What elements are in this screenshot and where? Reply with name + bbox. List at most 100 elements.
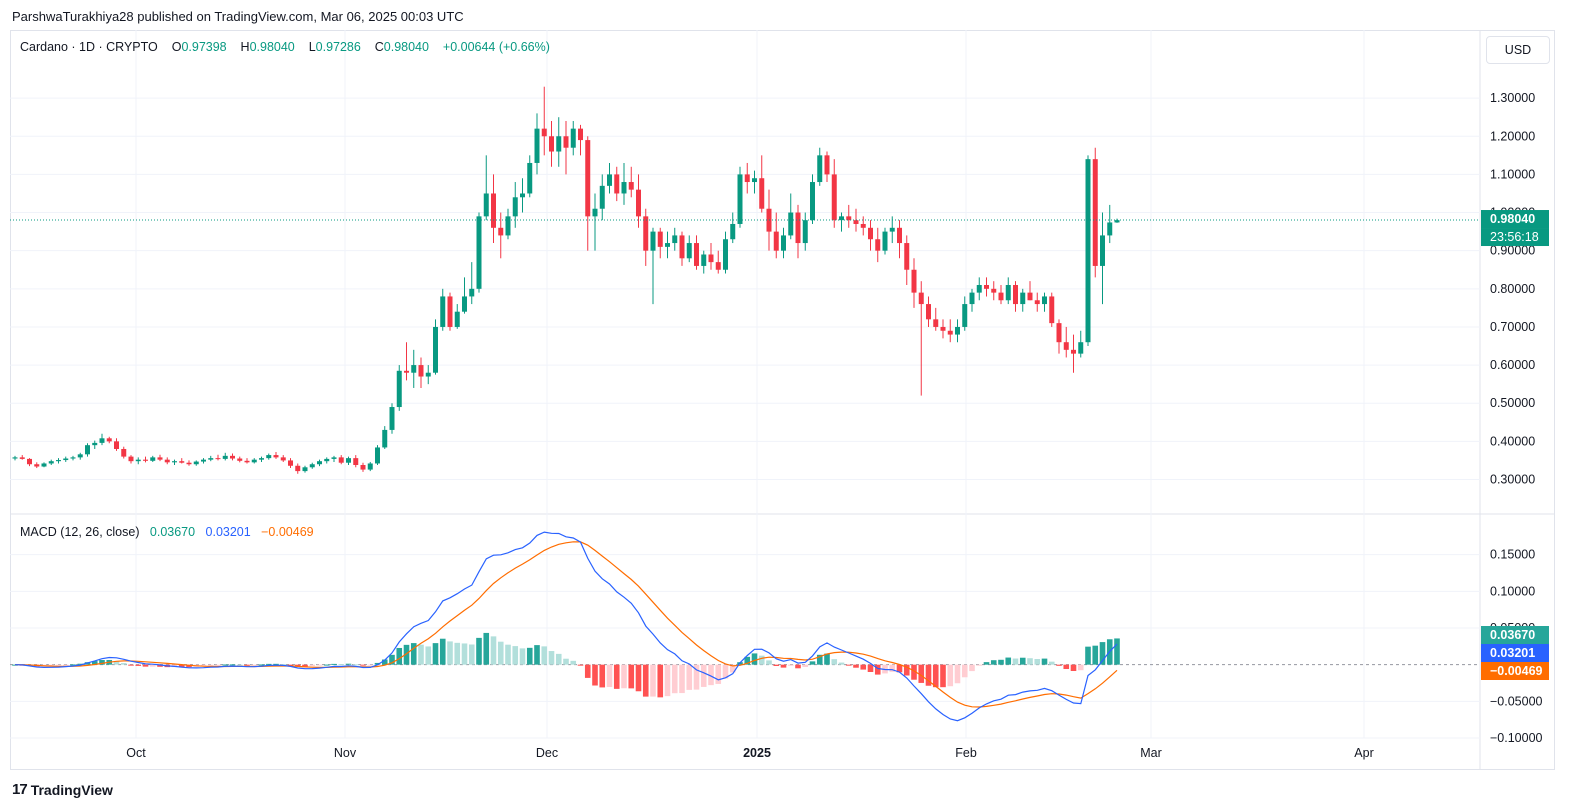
macd-hist-bar: [294, 664, 301, 667]
candle-body: [686, 243, 692, 259]
candle-body: [172, 461, 177, 463]
candle-body: [520, 193, 525, 198]
candle-body: [773, 231, 779, 251]
macd-hist-bar: [802, 664, 809, 667]
hist-tag: [1481, 662, 1549, 680]
candle-body: [375, 447, 380, 464]
macd-hist-bar: [940, 664, 946, 688]
candle-body: [1085, 159, 1091, 343]
macd-hist-bar: [932, 664, 939, 688]
macd-hist-bar: [490, 636, 497, 665]
macd-hist-bar: [1114, 638, 1120, 665]
candle-body: [1027, 292, 1033, 301]
x-tick-label: Dec: [535, 746, 559, 760]
candle-body: [505, 216, 511, 236]
macd-hist-bar: [360, 664, 366, 666]
footer-brand[interactable]: 17 TradingView: [12, 781, 113, 798]
candle-body: [563, 136, 569, 148]
candle-body: [701, 254, 707, 266]
macd-hist-bar: [1092, 645, 1099, 665]
candle-body: [179, 461, 185, 463]
macd-hist-bar: [845, 664, 852, 666]
candle-body: [1013, 285, 1018, 305]
macd-hist-bar: [860, 664, 867, 670]
macd-hist-bar: [548, 651, 555, 665]
candle-body: [715, 262, 721, 270]
candle-body: [309, 464, 315, 468]
candle-body: [810, 182, 815, 221]
macd-hist-bar: [338, 664, 345, 666]
macd-hist-bar: [519, 648, 526, 665]
macd-hist-bar: [200, 664, 207, 667]
candle-body: [882, 231, 888, 251]
candle-body: [34, 464, 40, 467]
candle-body: [491, 193, 496, 228]
macd-hist-bar: [425, 646, 432, 665]
macd-hist-bar: [998, 659, 1004, 665]
macd-hist-bar: [1019, 657, 1026, 665]
y-tick-label: −0.05000: [1490, 694, 1543, 708]
macd-hist-bar: [831, 659, 838, 665]
symbol-label[interactable]: Cardano · 1D · CRYPTO: [20, 40, 158, 54]
y-tick-label: 0.80000: [1490, 282, 1535, 296]
candle-body: [244, 460, 250, 463]
macd-hist-bar: [621, 664, 627, 689]
signal-tag-label: 0.03201: [1490, 646, 1535, 660]
publisher-line: ParshwaTurakhiya28 published on TradingV…: [12, 9, 464, 24]
macd-hist-bar: [1077, 664, 1084, 671]
candle-body: [462, 296, 467, 312]
y-tick-label: 0.50000: [1490, 396, 1535, 410]
candle-body: [353, 458, 359, 465]
candle-body: [592, 208, 598, 217]
candle-body: [1042, 296, 1047, 305]
candle-body: [411, 365, 417, 373]
candle-body: [991, 288, 997, 293]
candle-body: [694, 243, 699, 266]
candle-body: [143, 459, 148, 461]
candle-body: [360, 465, 366, 470]
candle-body: [41, 463, 47, 467]
candles-layer: [10, 86, 1480, 474]
candle-body: [868, 227, 873, 240]
macd-hist-bar: [251, 664, 258, 666]
brand-label: TradingView: [30, 781, 113, 798]
candle-body: [621, 182, 627, 194]
candle-body: [904, 243, 910, 270]
candle-body: [12, 457, 18, 459]
x-tick-label: Feb: [955, 746, 977, 760]
open-label: O: [171, 40, 182, 54]
candle-body: [752, 178, 757, 183]
candle-body: [433, 326, 438, 373]
macd-hist-bar: [751, 653, 758, 665]
hist-value: −0.00469: [261, 525, 314, 539]
x-tick-label: Apr: [1354, 746, 1374, 760]
macd-hist-bar: [874, 664, 881, 675]
currency-button[interactable]: USD: [1486, 36, 1550, 64]
candle-body: [599, 185, 605, 209]
last-price-tag: [1481, 210, 1549, 229]
low-label: L: [308, 40, 316, 54]
macd-hist-bar: [1085, 646, 1091, 665]
candle-body: [650, 231, 656, 251]
macd-hist-bar: [824, 653, 830, 665]
y-tick-label: 0.90000: [1490, 244, 1535, 258]
macd-hist-bar: [969, 664, 975, 672]
y-tick-label: 0.10000: [1490, 584, 1535, 598]
candle-body: [215, 458, 221, 460]
candle-body: [860, 223, 866, 228]
candle-body: [889, 227, 895, 232]
macd-title[interactable]: MACD (12, 26, close): [20, 525, 140, 539]
candle-body: [534, 128, 540, 163]
macd-hist-bar: [555, 653, 562, 665]
signal-line: [15, 541, 1118, 708]
candle-body: [665, 243, 670, 247]
macd-hist-bar: [244, 664, 250, 666]
candle-body: [367, 463, 373, 470]
countdown-tag: [1481, 228, 1549, 247]
macd-hist-bar: [99, 660, 105, 665]
high-label: H: [240, 40, 250, 54]
high-value: 0.98040: [249, 40, 295, 54]
x-tick-label: Mar: [1140, 746, 1162, 760]
macd-hist-bar: [236, 664, 243, 666]
